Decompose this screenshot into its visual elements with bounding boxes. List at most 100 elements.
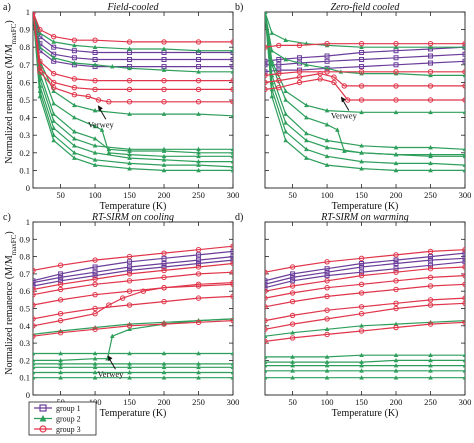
data-point	[393, 40, 399, 47]
data-point	[71, 84, 78, 91]
y-axis-label-bottom: Normalized remanence (M/MmaxFC)	[4, 231, 18, 374]
data-point	[324, 259, 330, 265]
data-point	[462, 153, 465, 159]
series-line	[265, 60, 465, 73]
x-tick-label: 150	[355, 190, 368, 200]
series-group-3	[33, 12, 233, 105]
data-point	[127, 166, 132, 171]
data-point	[359, 143, 364, 148]
data-point	[393, 278, 399, 284]
data-point	[92, 310, 98, 317]
x-tick-label: 200	[390, 190, 403, 200]
data-point	[265, 72, 268, 79]
data-point	[127, 267, 133, 273]
data-point	[126, 302, 133, 308]
x-tick-label: 200	[158, 190, 171, 200]
data-point	[265, 295, 268, 301]
data-point	[126, 86, 133, 93]
data-point	[276, 62, 282, 68]
data-point	[393, 71, 399, 76]
data-point	[127, 259, 133, 265]
x-tick-label: 300	[227, 190, 240, 200]
data-point	[196, 159, 201, 164]
data-point	[196, 257, 202, 263]
series-line	[33, 256, 233, 284]
data-point	[265, 375, 268, 380]
data-point	[230, 69, 233, 74]
data-point	[196, 48, 201, 53]
data-point	[33, 375, 36, 380]
data-point	[393, 160, 399, 166]
series-group-3	[265, 246, 465, 275]
data-point	[324, 108, 330, 113]
y-axis-label-sub: maxFC	[10, 234, 18, 255]
y-tick-label: 0.1	[19, 373, 30, 383]
data-point	[230, 279, 233, 286]
series-line	[265, 71, 465, 76]
data-point	[358, 272, 365, 279]
data-point	[359, 359, 364, 364]
data-point	[359, 363, 364, 368]
series-line	[265, 261, 465, 289]
data-point	[276, 42, 282, 49]
data-point	[393, 145, 399, 150]
data-point	[358, 83, 365, 89]
data-point	[92, 62, 98, 67]
data-point	[230, 153, 233, 159]
y-axis-label-main: Normalized remanence (M/M	[4, 255, 15, 375]
data-point	[51, 101, 56, 106]
data-point	[127, 111, 132, 116]
series-group-1	[33, 254, 233, 286]
data-point	[324, 40, 330, 47]
data-point	[195, 319, 202, 326]
data-point	[265, 326, 268, 332]
series-line	[33, 12, 233, 73]
x-tick-label: 100	[321, 397, 334, 407]
data-point	[296, 42, 303, 49]
data-point	[161, 39, 167, 45]
data-point	[51, 39, 56, 44]
data-point	[427, 83, 434, 89]
legend-square-marker	[39, 404, 47, 412]
data-point	[427, 266, 434, 272]
data-point	[324, 266, 330, 272]
data-point	[358, 40, 365, 47]
data-point	[92, 276, 98, 282]
data-point	[33, 331, 36, 337]
data-point	[393, 152, 399, 157]
data-point	[462, 368, 465, 373]
series-group-2	[33, 364, 233, 370]
data-point	[428, 368, 433, 373]
data-point	[393, 261, 399, 267]
data-point	[265, 79, 268, 86]
y-tick-label: 0.6	[19, 286, 30, 296]
data-point	[51, 88, 56, 93]
data-point	[196, 64, 202, 70]
data-point	[290, 354, 295, 359]
series-group-3	[265, 295, 465, 324]
series-group-2	[265, 12, 465, 173]
panel-label: b)	[235, 2, 243, 13]
data-point	[265, 278, 268, 284]
data-point	[196, 162, 201, 167]
data-point	[324, 316, 330, 322]
data-point	[127, 370, 132, 375]
data-point	[276, 70, 282, 77]
y-tick-label: 0.1	[19, 165, 30, 175]
series-group-2	[33, 12, 233, 164]
data-point	[50, 84, 57, 91]
y-tick-label: 0.6	[19, 77, 30, 87]
series-line	[33, 271, 233, 296]
data-point	[331, 79, 337, 86]
data-point	[127, 160, 132, 166]
data-point	[462, 352, 465, 358]
data-point	[72, 60, 77, 65]
data-point	[283, 120, 288, 125]
series-layer	[33, 243, 233, 380]
data-point	[161, 264, 167, 270]
data-point	[110, 64, 115, 69]
y-tick-label: 0	[26, 183, 30, 193]
series-line	[265, 321, 465, 342]
data-point	[58, 370, 63, 375]
data-point	[427, 283, 434, 289]
